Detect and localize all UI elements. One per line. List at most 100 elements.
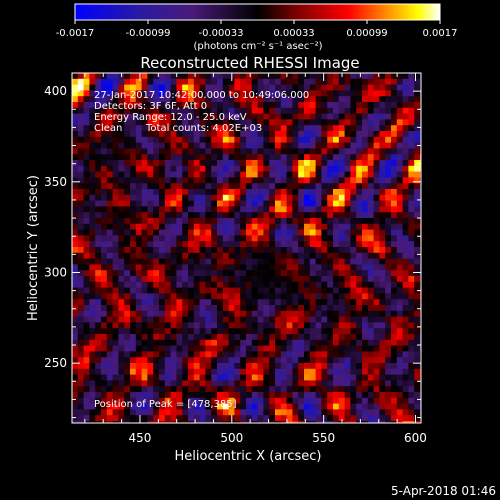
heatmap-cell — [205, 165, 212, 172]
heatmap-cell — [327, 252, 334, 259]
heatmap-cell — [269, 305, 276, 312]
heatmap-cell — [362, 345, 369, 352]
heatmap-cell — [333, 328, 340, 335]
heatmap-cell — [304, 328, 311, 335]
heatmap-cell — [414, 160, 421, 167]
heatmap-cell — [228, 281, 235, 288]
heatmap-cell — [199, 415, 206, 422]
heatmap-cell — [240, 200, 247, 207]
heatmap-cell — [106, 287, 113, 294]
heatmap-cell — [153, 287, 160, 294]
heatmap-cell — [176, 276, 183, 283]
heatmap-cell — [217, 218, 224, 225]
heatmap-cell — [356, 131, 363, 138]
heatmap-cell — [240, 305, 247, 312]
heatmap-cell — [309, 136, 316, 143]
heatmap-cell — [396, 113, 403, 120]
heatmap-cell — [101, 299, 108, 306]
heatmap-cell — [130, 90, 137, 97]
heatmap-cell — [141, 357, 148, 364]
heatmap-cell — [408, 177, 415, 184]
heatmap-cell — [217, 363, 224, 370]
heatmap-cell — [275, 125, 282, 132]
heatmap-cell — [356, 281, 363, 288]
heatmap-cell — [414, 241, 421, 248]
heatmap-cell — [112, 189, 119, 196]
heatmap-cell — [72, 345, 79, 352]
heatmap-cell — [315, 392, 322, 399]
heatmap-cell — [135, 421, 142, 423]
heatmap-cell — [333, 397, 340, 404]
heatmap-cell — [391, 223, 398, 230]
heatmap-cell — [222, 206, 229, 213]
heatmap-cell — [205, 276, 212, 283]
heatmap-cell — [257, 183, 264, 190]
heatmap-cell — [217, 328, 224, 335]
heatmap-cell — [193, 189, 200, 196]
heatmap-cell — [182, 136, 189, 143]
heatmap-cell — [373, 351, 380, 358]
heatmap-cell — [89, 142, 96, 149]
heatmap-cell — [217, 165, 224, 172]
heatmap-cell — [327, 206, 334, 213]
heatmap-cell — [414, 119, 421, 126]
heatmap-cell — [193, 102, 200, 109]
heatmap-cell — [263, 96, 270, 103]
heatmap-cell — [286, 241, 293, 248]
heatmap-cell — [199, 171, 206, 178]
heatmap-cell — [280, 165, 287, 172]
heatmap-cell — [333, 357, 340, 364]
heatmap-cell — [72, 247, 79, 254]
heatmap-cell — [362, 160, 369, 167]
heatmap-cell — [338, 148, 345, 155]
heatmap-cell — [182, 351, 189, 358]
heatmap-cell — [309, 380, 316, 387]
heatmap-cell — [379, 160, 386, 167]
heatmap-cell — [280, 102, 287, 109]
heatmap-cell — [246, 96, 253, 103]
heatmap-cell — [159, 107, 166, 114]
heatmap-cell — [362, 131, 369, 138]
heatmap-cell — [112, 136, 119, 143]
heatmap-cell — [95, 374, 102, 381]
heatmap-cell — [182, 241, 189, 248]
heatmap-cell — [118, 241, 125, 248]
heatmap-cell — [327, 223, 334, 230]
heatmap-cell — [95, 409, 102, 416]
heatmap-cell — [286, 229, 293, 236]
heatmap-cell — [327, 409, 334, 416]
heatmap-cell — [402, 322, 409, 329]
heatmap-cell — [77, 189, 84, 196]
heatmap-cell — [408, 90, 415, 97]
heatmap-cell — [124, 397, 131, 404]
heatmap-cell — [338, 206, 345, 213]
heatmap-cell — [251, 154, 258, 161]
heatmap-cell — [263, 258, 270, 265]
heatmap-cell — [263, 119, 270, 126]
heatmap-cell — [106, 322, 113, 329]
heatmap-cell — [72, 212, 79, 219]
heatmap-cell — [170, 78, 177, 85]
heatmap-cell — [101, 415, 108, 422]
heatmap-cell — [83, 368, 90, 375]
heatmap-cell — [135, 276, 142, 283]
heatmap-cell — [77, 299, 84, 306]
heatmap-cell — [89, 287, 96, 294]
heatmap-cell — [315, 96, 322, 103]
heatmap-cell — [333, 270, 340, 277]
heatmap-cell — [205, 316, 212, 323]
heatmap-cell — [280, 403, 287, 410]
heatmap-cell — [193, 84, 200, 91]
heatmap-cell — [124, 171, 131, 178]
heatmap-cell — [257, 165, 264, 172]
heatmap-cell — [327, 305, 334, 312]
heatmap-cell — [269, 113, 276, 120]
heatmap-cell — [193, 241, 200, 248]
heatmap-cell — [327, 200, 334, 207]
heatmap-cell — [240, 183, 247, 190]
heatmap-cell — [164, 148, 171, 155]
heatmap-cell — [269, 386, 276, 393]
heatmap-cell — [309, 235, 316, 242]
heatmap-cell — [77, 305, 84, 312]
heatmap-cell — [257, 107, 264, 114]
